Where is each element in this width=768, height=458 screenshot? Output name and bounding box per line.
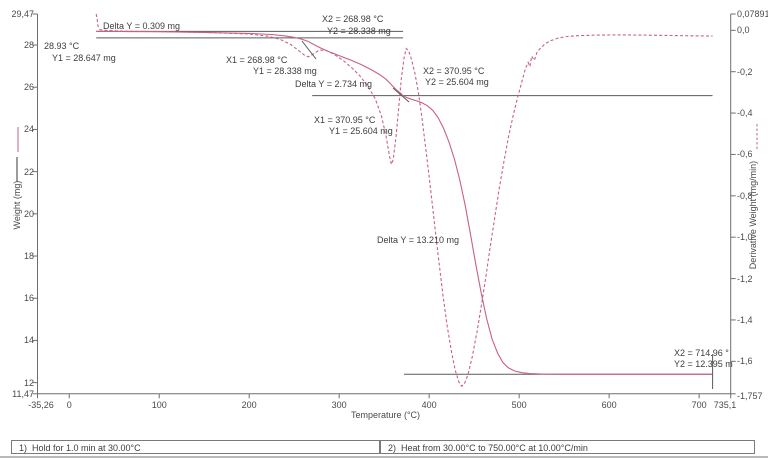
y-right-tick-label: -0,8 <box>737 190 753 201</box>
measurement-annotation: X1 = 268.98 °C <box>226 55 288 65</box>
y-left-tick-label: 22 <box>23 166 34 177</box>
y-left-tick-label: 20 <box>23 208 34 219</box>
x-tick-label: 400 <box>421 400 437 410</box>
measurement-annotation: Y1 = 28.647 mg <box>52 53 116 63</box>
y-left-tick-label: 26 <box>23 82 34 93</box>
y-right-min-label: -1,757 <box>737 391 763 401</box>
y-left-tick-label: 18 <box>23 251 34 262</box>
weight-curve <box>96 30 713 375</box>
x-tick-label: 300 <box>331 400 347 410</box>
y-left-tick-label: 12 <box>23 377 34 388</box>
measurement-annotation: Delta Y = 2.734 mg <box>295 79 372 89</box>
measurement-annotation: X2 = 714.96 ° <box>674 348 729 358</box>
measurement-annotation: Y2 = 25.604 mg <box>425 77 489 87</box>
method-step-2: 2) Heat from 30.00°C to 750.00°C at 10.0… <box>380 440 755 454</box>
x-tick-label: 600 <box>601 400 617 410</box>
derivative_weight-curve <box>95 13 713 387</box>
y-right-tick-label: -0,4 <box>737 108 753 119</box>
measurement-annotation: Delta Y = 13.210 mg <box>377 235 459 245</box>
x-tick-label: 100 <box>151 400 167 410</box>
x-tick-label: 0 <box>66 400 72 410</box>
measurement-annotation: Delta Y = 0.309 mg <box>103 21 180 31</box>
measurement-annotation: X2 = 370.95 °C <box>423 66 485 76</box>
y-right-tick-label: -1,0 <box>737 232 753 243</box>
y-left-max-label: 29,47 <box>11 9 34 19</box>
y-left-min-label: 11,47 <box>12 389 34 399</box>
measurement-annotation: X1 = 370.95 °C <box>314 115 376 125</box>
y-left-tick-label: 16 <box>23 293 34 304</box>
y-right-max-label: 0,07891 <box>737 9 768 19</box>
slash-marker <box>301 40 317 60</box>
x-tick-label: 200 <box>241 400 257 410</box>
y-left-tick-label: 14 <box>23 335 34 346</box>
measurement-annotation: Y1 = 25.604 mg <box>329 126 393 136</box>
x-max-label: 735,1 <box>713 400 737 410</box>
screenshot-bottom-edge <box>0 456 768 458</box>
y-right-tick-label: -1,4 <box>737 314 753 325</box>
measurement-annotation: Y2 = 12.395 m <box>674 359 733 369</box>
x-axis-title: Temperature (°C) <box>350 410 421 420</box>
measurement-annotation: Y1 = 28.338 mg <box>253 66 317 76</box>
measurement-annotation: Y2 = 28.338 mg <box>327 26 391 36</box>
x-tick-label: 500 <box>511 400 527 410</box>
x-tick-label: 700 <box>691 400 707 410</box>
slash-marker <box>392 87 410 103</box>
y-right-tick-label: -0,6 <box>737 149 753 160</box>
method-step-1: 1) Hold for 1.0 min at 30.00°C <box>11 440 380 454</box>
measurement-annotation: X2 = 268.98 °C <box>322 14 384 24</box>
y-left-tick-label: 24 <box>23 124 34 135</box>
measurement-annotation: 28.93 °C <box>44 41 80 51</box>
y-left-tick-label: 28 <box>23 40 34 51</box>
x-min-label: -35,26 <box>28 400 54 410</box>
y-right-tick-label: 0,0 <box>737 25 750 36</box>
y-right-tick-label: -1,6 <box>737 356 753 367</box>
y-right-tick-label: -0,2 <box>737 66 753 77</box>
y-right-tick-label: -1,2 <box>737 273 753 284</box>
y-left-axis-title: Weight (mg) <box>12 180 22 230</box>
